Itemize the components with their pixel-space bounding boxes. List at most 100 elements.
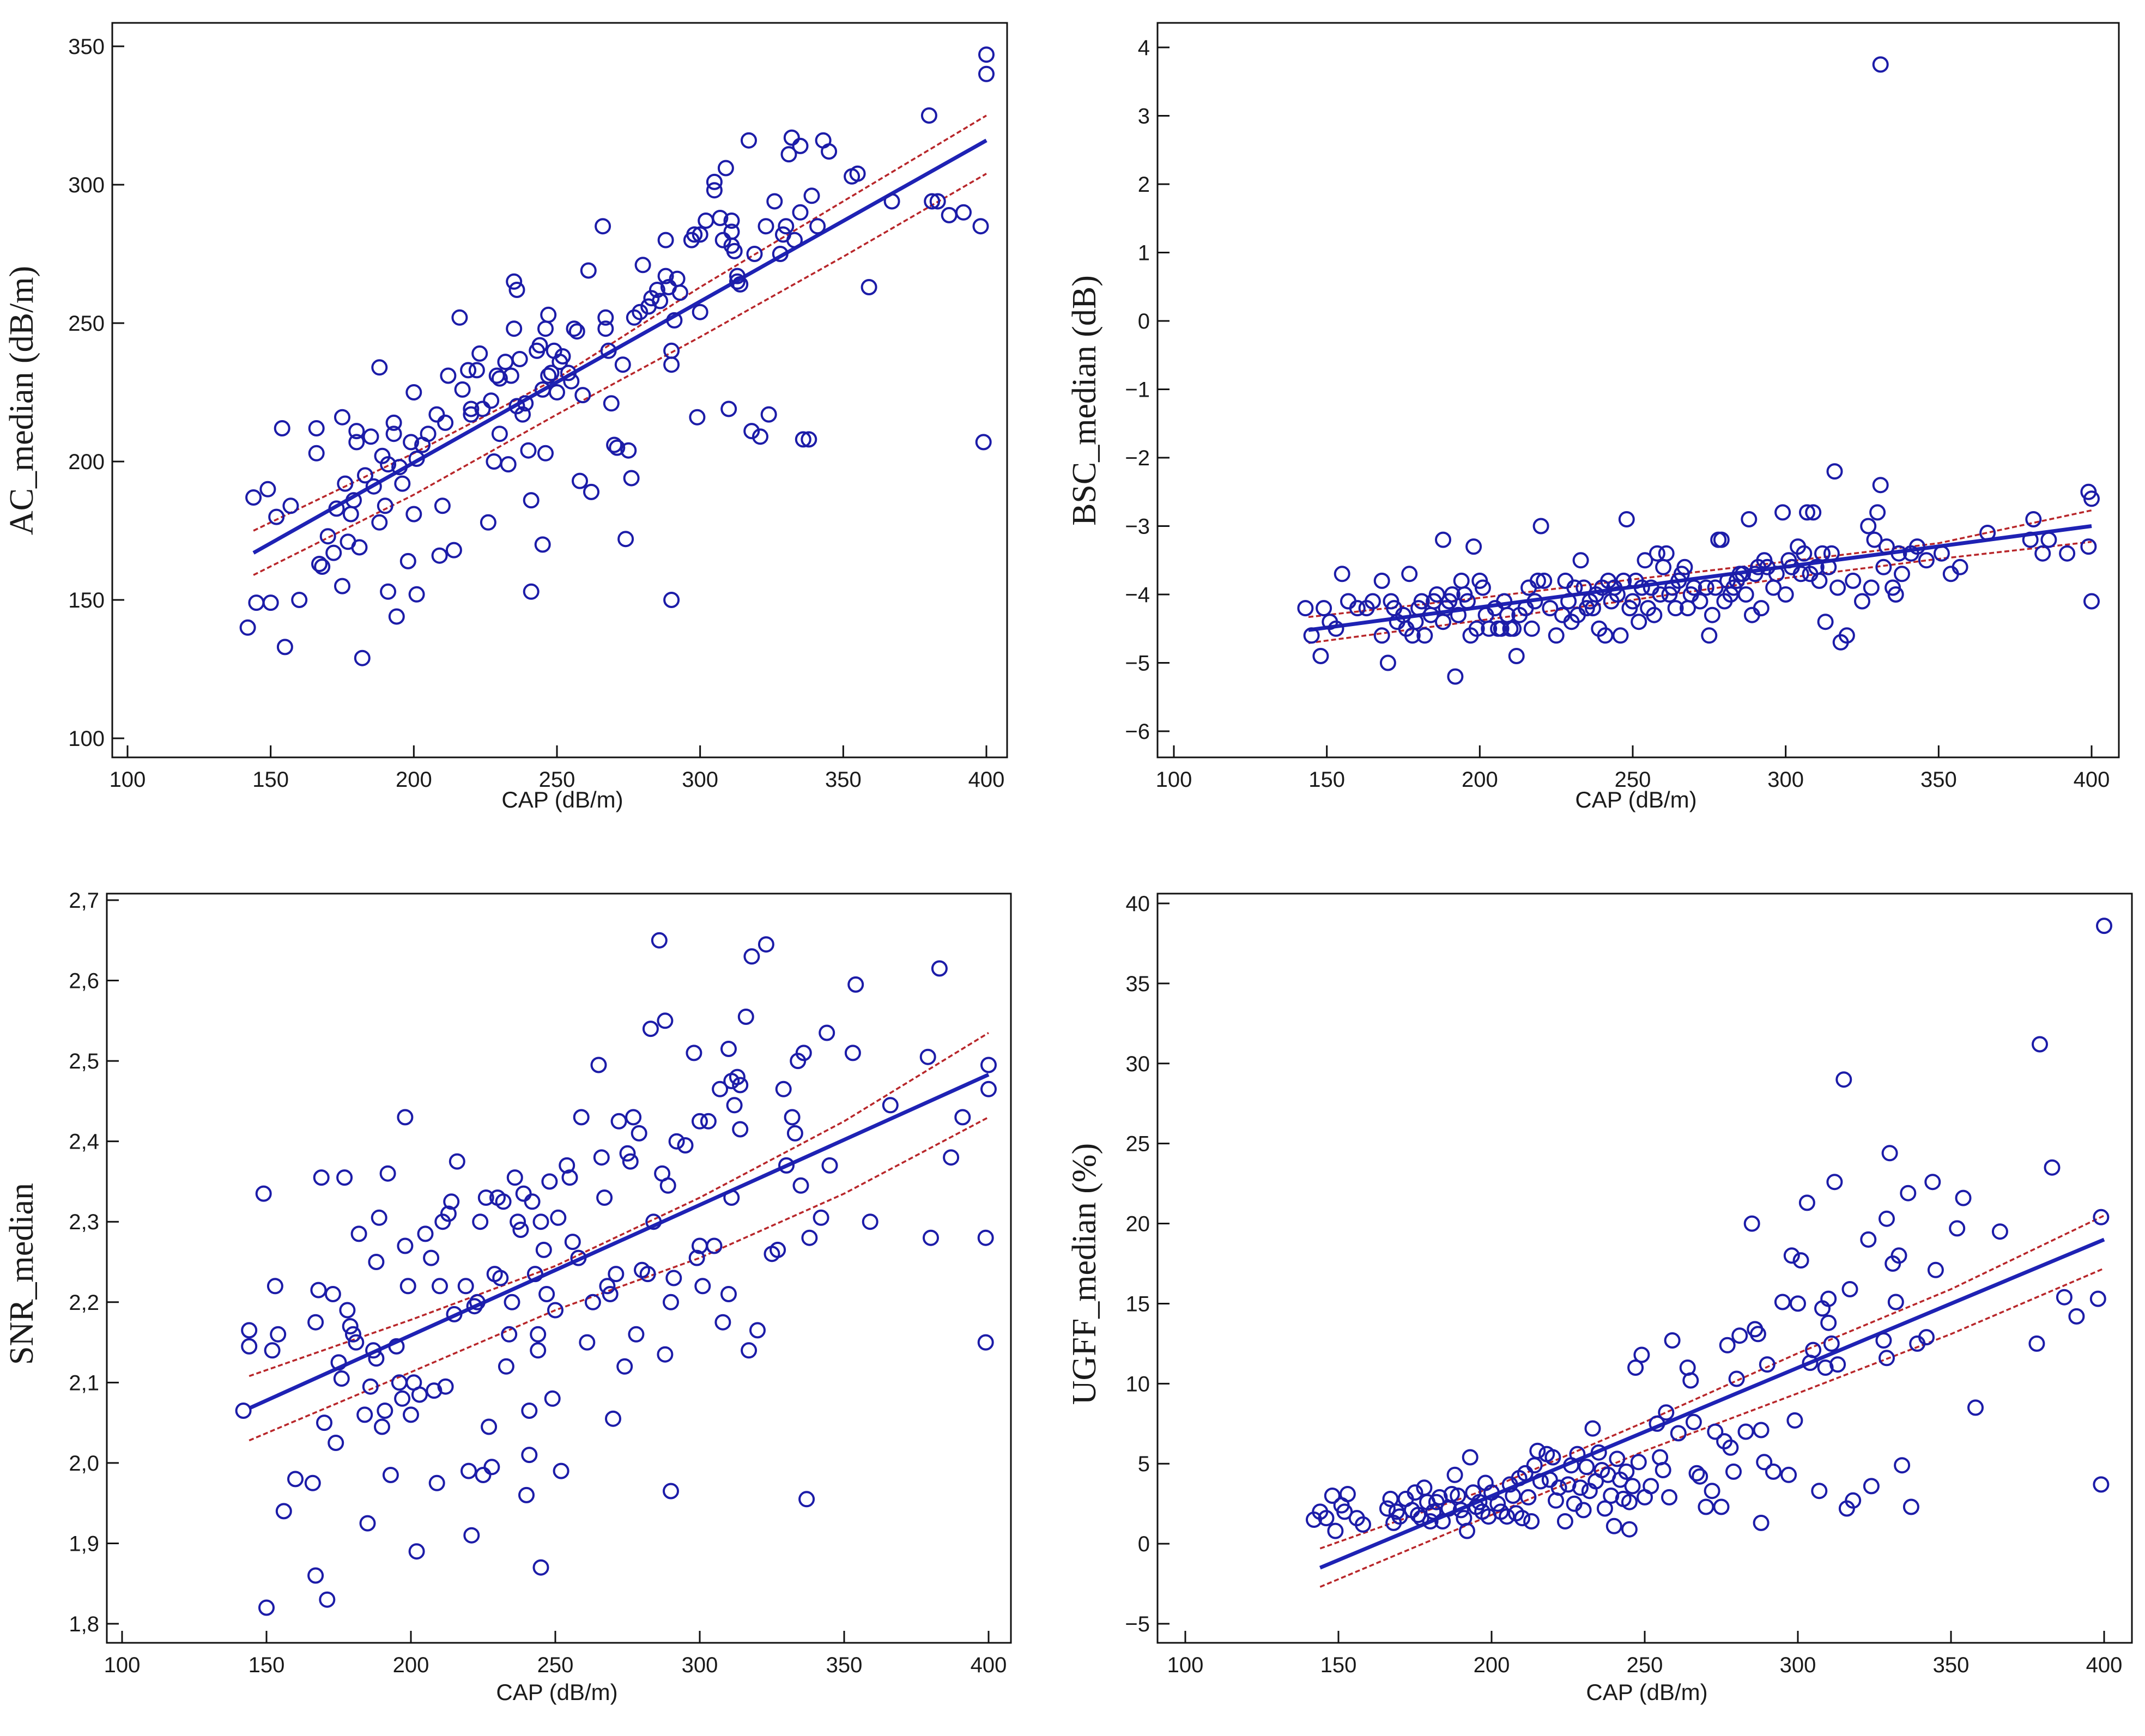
data-point — [1887, 586, 1904, 603]
data-point — [714, 232, 731, 248]
y-tick-label: 150 — [68, 588, 105, 612]
data-point — [2080, 538, 2097, 555]
ci-lower-line — [1319, 1267, 2105, 1588]
y-axis-label: AC_median (dB/m) — [3, 266, 40, 535]
data-point — [319, 1591, 336, 1608]
data-point — [521, 1447, 538, 1464]
data-point — [336, 1169, 353, 1186]
x-axis-label: CAP (dB/m) — [501, 787, 623, 812]
data-point — [334, 578, 350, 594]
data-point — [778, 1157, 795, 1174]
data-point — [524, 1193, 541, 1210]
data-point — [1707, 1423, 1724, 1440]
data-point — [440, 1205, 457, 1222]
data-point — [972, 218, 989, 235]
regression-line — [252, 138, 987, 555]
data-point — [1686, 579, 1702, 596]
data-point — [657, 232, 674, 248]
data-point — [443, 1193, 460, 1210]
data-point — [1725, 1463, 1742, 1480]
data-point — [1688, 1465, 1705, 1482]
data-point — [1719, 1337, 1736, 1353]
data-point — [1933, 545, 1950, 562]
data-point — [2068, 1308, 2085, 1325]
data-point — [1811, 572, 1828, 589]
data-point — [954, 1109, 971, 1126]
data-point — [417, 1225, 434, 1242]
data-point — [628, 1326, 645, 1343]
data-point — [1658, 1404, 1675, 1421]
data-point — [405, 506, 422, 523]
data-point — [377, 1403, 393, 1419]
regression-line — [1319, 1237, 2105, 1570]
data-point — [446, 1306, 463, 1322]
data-point — [760, 406, 777, 423]
x-tick-label: 300 — [682, 1653, 718, 1677]
data-point — [559, 1157, 575, 1174]
data-point — [659, 1177, 676, 1194]
data-point — [1471, 1494, 1488, 1510]
data-point — [523, 583, 540, 600]
data-point — [1890, 545, 1907, 562]
data-point — [259, 481, 276, 497]
data-point — [1872, 477, 1889, 494]
data-point — [506, 273, 523, 290]
data-point — [1670, 1425, 1687, 1442]
data-point — [714, 1314, 731, 1331]
y-tick-label: 2,7 — [69, 889, 99, 913]
data-point — [530, 1342, 547, 1359]
data-point — [1630, 1454, 1647, 1471]
data-point — [2093, 1209, 2110, 1225]
data-point — [466, 1298, 483, 1315]
data-point — [1682, 1372, 1699, 1389]
data-point — [1443, 1486, 1460, 1502]
data-point — [330, 1354, 347, 1371]
data-point — [819, 1024, 835, 1041]
data-point — [686, 1045, 702, 1061]
data-point — [563, 373, 580, 390]
data-point — [554, 348, 571, 365]
ci-lower-line — [253, 173, 987, 576]
data-point — [608, 1266, 625, 1283]
data-point — [255, 1185, 272, 1202]
data-point — [1845, 572, 1862, 589]
data-point — [568, 323, 585, 340]
data-point — [354, 650, 371, 666]
data-point — [348, 434, 365, 451]
data-point — [1783, 1247, 1800, 1264]
data-point — [657, 1346, 674, 1363]
y-tick-label: 2,0 — [69, 1452, 99, 1476]
data-point — [862, 1213, 878, 1230]
y-tick-label: 2,1 — [69, 1371, 99, 1395]
data-point — [307, 1567, 324, 1584]
data-point — [1618, 1463, 1635, 1480]
data-point — [258, 1599, 275, 1616]
data-point — [2044, 1159, 2061, 1176]
data-point — [374, 1418, 390, 1435]
y-tick-label: 1,8 — [69, 1612, 99, 1636]
data-point — [1550, 1479, 1567, 1496]
data-point — [350, 1225, 367, 1242]
y-tick-label: 5 — [1138, 1452, 1150, 1476]
data-point — [1631, 614, 1647, 630]
data-point — [706, 182, 723, 199]
y-axis-label: BSC_median (dB) — [1066, 275, 1103, 526]
y-tick-label: 30 — [1126, 1052, 1150, 1076]
data-point — [792, 137, 809, 154]
data-point — [1373, 572, 1390, 589]
data-point — [339, 1302, 356, 1319]
data-point — [1499, 1508, 1516, 1525]
data-point — [849, 165, 866, 182]
data-point — [1967, 1399, 1984, 1416]
data-point — [792, 204, 809, 221]
y-tick-label: 2,4 — [69, 1130, 99, 1154]
data-point — [2083, 490, 2100, 507]
data-point — [394, 1390, 411, 1407]
data-point — [573, 1109, 590, 1126]
x-tick-label: 150 — [249, 1653, 285, 1677]
data-point — [2022, 531, 2039, 548]
data-point — [1576, 579, 1592, 596]
data-point — [978, 46, 995, 63]
data-point — [1863, 579, 1880, 596]
